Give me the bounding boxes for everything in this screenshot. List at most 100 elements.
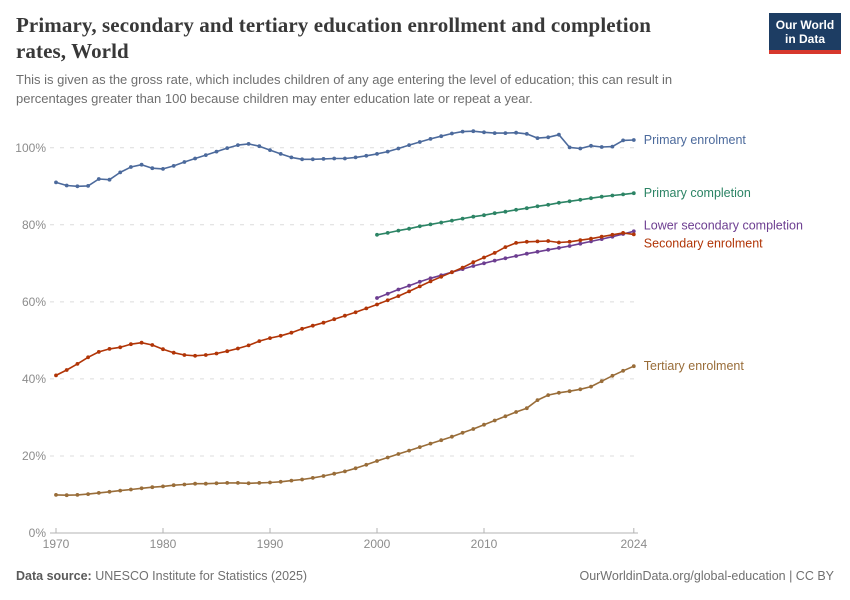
data-point-primary-completion-2017[interactable] — [557, 200, 561, 205]
data-point-secondary-enrolment-2022[interactable] — [610, 232, 615, 237]
data-point-tertiary-enrolment-2012[interactable] — [503, 414, 508, 419]
series-label-tertiary-enrolment[interactable]: Tertiary enrolment — [644, 359, 745, 373]
data-point-secondary-enrolment-1998[interactable] — [353, 310, 358, 315]
data-point-tertiary-enrolment-1985[interactable] — [214, 481, 219, 486]
data-point-secondary-enrolment-2023[interactable] — [621, 231, 625, 235]
data-point-secondary-enrolment-1983[interactable] — [193, 353, 198, 358]
data-point-primary-enrolment-1998[interactable] — [353, 155, 358, 160]
data-point-tertiary-enrolment-2013[interactable] — [514, 410, 518, 414]
data-point-tertiary-enrolment-2005[interactable] — [428, 441, 433, 446]
data-point-primary-enrolment-2018[interactable] — [567, 145, 572, 150]
data-point-primary-enrolment-1976[interactable] — [118, 170, 123, 175]
data-point-primary-enrolment-2019[interactable] — [578, 146, 583, 151]
series-label-primary-completion[interactable]: Primary completion — [644, 186, 751, 200]
data-point-secondary-enrolment-2024[interactable] — [631, 232, 636, 237]
data-point-tertiary-enrolment-2008[interactable] — [460, 430, 465, 435]
data-point-tertiary-enrolment-2009[interactable] — [471, 427, 476, 431]
data-point-primary-enrolment-2022[interactable] — [610, 144, 615, 149]
data-point-primary-enrolment-1977[interactable] — [129, 165, 133, 169]
data-point-primary-completion-2006[interactable] — [439, 220, 444, 225]
data-point-tertiary-enrolment-1973[interactable] — [86, 492, 90, 496]
data-point-primary-enrolment-2011[interactable] — [492, 131, 497, 135]
data-point-secondary-enrolment-1971[interactable] — [64, 368, 69, 372]
data-point-lower-secondary-completion-2024[interactable] — [631, 229, 636, 234]
data-point-secondary-enrolment-1982[interactable] — [182, 353, 187, 357]
data-point-secondary-enrolment-2000[interactable] — [375, 302, 379, 307]
data-point-primary-completion-2014[interactable] — [524, 206, 529, 211]
data-point-secondary-enrolment-2021[interactable] — [599, 234, 604, 239]
data-point-tertiary-enrolment-1988[interactable] — [246, 481, 251, 486]
data-point-primary-enrolment-2012[interactable] — [503, 131, 508, 135]
data-point-tertiary-enrolment-1995[interactable] — [321, 474, 326, 478]
data-point-secondary-enrolment-1976[interactable] — [118, 345, 123, 350]
owid-logo[interactable]: Our World in Data — [769, 13, 841, 54]
data-point-secondary-enrolment-2016[interactable] — [546, 239, 551, 243]
data-point-primary-enrolment-2002[interactable] — [396, 146, 401, 151]
data-point-tertiary-enrolment-2006[interactable] — [439, 438, 444, 443]
data-point-tertiary-enrolment-1977[interactable] — [129, 487, 133, 492]
data-point-secondary-enrolment-1994[interactable] — [310, 323, 315, 328]
data-point-lower-secondary-completion-2015[interactable] — [535, 249, 540, 254]
data-point-primary-completion-2024[interactable] — [631, 191, 636, 196]
data-point-secondary-enrolment-2004[interactable] — [417, 284, 422, 289]
data-point-primary-completion-2015[interactable] — [535, 204, 540, 209]
data-point-primary-enrolment-1974[interactable] — [96, 177, 101, 181]
data-point-primary-completion-2019[interactable] — [578, 197, 583, 202]
data-point-primary-enrolment-1973[interactable] — [86, 184, 90, 188]
data-point-secondary-enrolment-1992[interactable] — [289, 330, 294, 335]
data-point-secondary-enrolment-1970[interactable] — [54, 373, 58, 378]
data-point-primary-enrolment-2007[interactable] — [450, 131, 454, 136]
data-point-lower-secondary-completion-2005[interactable] — [428, 276, 433, 281]
data-point-tertiary-enrolment-1992[interactable] — [289, 478, 294, 483]
data-point-primary-enrolment-2014[interactable] — [524, 132, 529, 136]
data-point-primary-enrolment-2010[interactable] — [482, 130, 486, 135]
data-point-secondary-enrolment-2010[interactable] — [482, 255, 486, 260]
data-point-secondary-enrolment-2020[interactable] — [589, 236, 593, 241]
data-point-primary-enrolment-2009[interactable] — [471, 129, 476, 134]
data-point-tertiary-enrolment-2018[interactable] — [567, 389, 572, 394]
data-point-tertiary-enrolment-1984[interactable] — [203, 481, 208, 486]
data-point-primary-enrolment-1999[interactable] — [364, 153, 369, 158]
data-point-secondary-enrolment-2018[interactable] — [567, 239, 572, 244]
data-point-secondary-enrolment-2002[interactable] — [396, 294, 401, 298]
data-point-lower-secondary-completion-2018[interactable] — [567, 244, 572, 248]
data-point-primary-enrolment-2024[interactable] — [631, 138, 636, 142]
data-point-primary-completion-2012[interactable] — [503, 209, 508, 214]
data-point-primary-completion-2007[interactable] — [450, 218, 454, 223]
data-point-tertiary-enrolment-1974[interactable] — [96, 491, 101, 495]
data-point-primary-enrolment-1992[interactable] — [289, 155, 294, 160]
data-point-primary-completion-2018[interactable] — [567, 199, 572, 204]
data-point-tertiary-enrolment-1981[interactable] — [171, 483, 176, 488]
data-point-primary-enrolment-1971[interactable] — [64, 183, 69, 188]
data-point-primary-completion-2013[interactable] — [514, 207, 518, 212]
series-line-primary-completion[interactable] — [376, 192, 635, 236]
series-line-tertiary-enrolment[interactable] — [55, 365, 635, 497]
data-point-primary-completion-2011[interactable] — [492, 211, 497, 216]
data-point-primary-enrolment-2008[interactable] — [460, 129, 465, 134]
data-point-tertiary-enrolment-1980[interactable] — [161, 484, 165, 489]
data-point-primary-enrolment-1995[interactable] — [321, 157, 326, 161]
data-point-primary-enrolment-1985[interactable] — [214, 149, 219, 154]
data-point-primary-enrolment-1975[interactable] — [107, 177, 112, 182]
data-point-primary-enrolment-1981[interactable] — [171, 164, 176, 168]
data-point-tertiary-enrolment-2024[interactable] — [631, 364, 636, 369]
data-point-lower-secondary-completion-2004[interactable] — [417, 279, 422, 284]
data-point-primary-enrolment-2001[interactable] — [385, 149, 390, 154]
data-point-tertiary-enrolment-1971[interactable] — [64, 493, 69, 498]
data-point-primary-enrolment-1996[interactable] — [332, 156, 337, 161]
data-point-secondary-enrolment-1972[interactable] — [75, 362, 80, 366]
data-point-secondary-enrolment-1977[interactable] — [129, 342, 133, 347]
data-point-primary-completion-2004[interactable] — [417, 224, 422, 229]
series-line-secondary-enrolment[interactable] — [55, 232, 635, 377]
data-point-tertiary-enrolment-1979[interactable] — [150, 485, 155, 490]
data-point-primary-completion-2016[interactable] — [546, 202, 551, 207]
data-point-primary-enrolment-1990[interactable] — [268, 148, 272, 152]
data-point-primary-completion-2002[interactable] — [396, 228, 401, 233]
data-point-tertiary-enrolment-1996[interactable] — [332, 471, 337, 476]
data-point-primary-enrolment-1980[interactable] — [161, 167, 165, 171]
data-point-tertiary-enrolment-2015[interactable] — [535, 398, 540, 402]
data-point-lower-secondary-completion-2017[interactable] — [557, 246, 561, 250]
data-point-primary-enrolment-2020[interactable] — [589, 143, 593, 148]
data-point-primary-enrolment-2004[interactable] — [417, 140, 422, 144]
data-point-tertiary-enrolment-2021[interactable] — [599, 379, 604, 384]
